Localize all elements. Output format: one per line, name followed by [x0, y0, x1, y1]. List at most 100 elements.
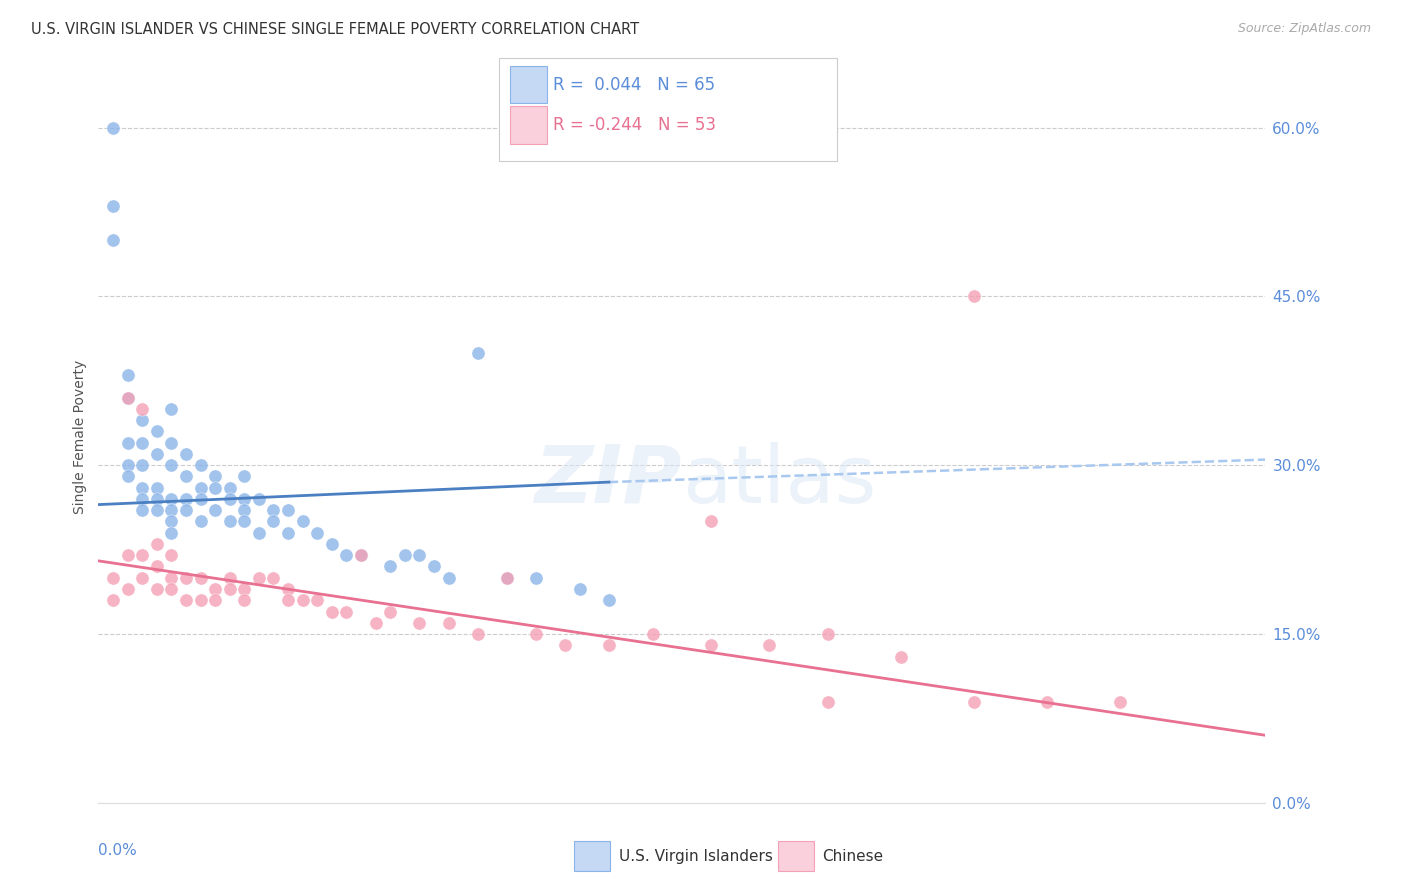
Point [598, 593, 620, 607]
Point [131, 503, 153, 517]
Text: 0.0%: 0.0% [98, 843, 138, 858]
Text: U.S. VIRGIN ISLANDER VS CHINESE SINGLE FEMALE POVERTY CORRELATION CHART: U.S. VIRGIN ISLANDER VS CHINESE SINGLE F… [31, 22, 640, 37]
Point [554, 638, 576, 652]
Point [160, 503, 183, 517]
Point [233, 515, 256, 529]
Point [131, 571, 153, 585]
Point [1035, 694, 1057, 708]
Point [117, 391, 139, 405]
Point [524, 571, 547, 585]
Point [131, 435, 153, 450]
Point [321, 605, 343, 619]
Point [160, 515, 183, 529]
Point [262, 503, 284, 517]
Point [218, 515, 240, 529]
Point [204, 582, 226, 596]
Point [174, 447, 197, 461]
Text: Chinese: Chinese [823, 849, 883, 863]
Point [700, 638, 723, 652]
Point [291, 515, 314, 529]
Point [160, 491, 183, 506]
Point [277, 582, 299, 596]
Point [277, 503, 299, 517]
Point [496, 571, 519, 585]
Point [174, 503, 197, 517]
Point [190, 593, 212, 607]
Point [218, 582, 240, 596]
Point [204, 469, 226, 483]
Point [233, 491, 256, 506]
Point [233, 469, 256, 483]
Point [700, 515, 723, 529]
Text: R =  0.044   N = 65: R = 0.044 N = 65 [553, 76, 714, 94]
Point [174, 593, 197, 607]
Point [218, 571, 240, 585]
Point [307, 525, 329, 540]
Point [467, 627, 489, 641]
Point [146, 503, 169, 517]
Point [117, 368, 139, 383]
Point [146, 425, 169, 439]
Text: R = -0.244   N = 53: R = -0.244 N = 53 [553, 116, 716, 134]
Point [890, 649, 912, 664]
Point [335, 548, 357, 562]
Point [277, 593, 299, 607]
Point [321, 537, 343, 551]
Point [204, 481, 226, 495]
Point [307, 593, 329, 607]
Point [423, 559, 446, 574]
Point [160, 582, 183, 596]
Point [146, 537, 169, 551]
Point [101, 593, 124, 607]
Point [101, 571, 124, 585]
Point [962, 694, 984, 708]
Point [817, 694, 839, 708]
Point [247, 571, 270, 585]
Point [117, 391, 139, 405]
Point [160, 458, 183, 473]
Point [408, 615, 430, 630]
Point [160, 525, 183, 540]
Point [233, 582, 256, 596]
Point [117, 582, 139, 596]
Point [408, 548, 430, 562]
Point [117, 435, 139, 450]
Point [101, 233, 124, 247]
Point [817, 627, 839, 641]
Point [204, 593, 226, 607]
Point [262, 571, 284, 585]
Point [247, 491, 270, 506]
Point [394, 548, 416, 562]
Y-axis label: Single Female Poverty: Single Female Poverty [73, 360, 87, 514]
Point [131, 401, 153, 416]
Text: U.S. Virgin Islanders: U.S. Virgin Islanders [619, 849, 772, 863]
Point [101, 120, 124, 135]
Point [247, 525, 270, 540]
Point [190, 571, 212, 585]
Point [350, 548, 373, 562]
Point [131, 548, 153, 562]
Point [174, 469, 197, 483]
Point [117, 458, 139, 473]
Point [117, 548, 139, 562]
Point [598, 638, 620, 652]
Point [190, 491, 212, 506]
Point [350, 548, 373, 562]
Point [378, 605, 402, 619]
Point [160, 548, 183, 562]
Text: atlas: atlas [682, 442, 876, 520]
Point [146, 481, 169, 495]
Point [233, 593, 256, 607]
Point [962, 289, 984, 303]
Point [160, 435, 183, 450]
Point [146, 491, 169, 506]
Point [117, 469, 139, 483]
Point [568, 582, 591, 596]
Point [190, 481, 212, 495]
Point [218, 481, 240, 495]
Point [1108, 694, 1130, 708]
Point [131, 491, 153, 506]
Text: ZIP: ZIP [534, 442, 682, 520]
Point [467, 345, 489, 359]
Point [190, 515, 212, 529]
